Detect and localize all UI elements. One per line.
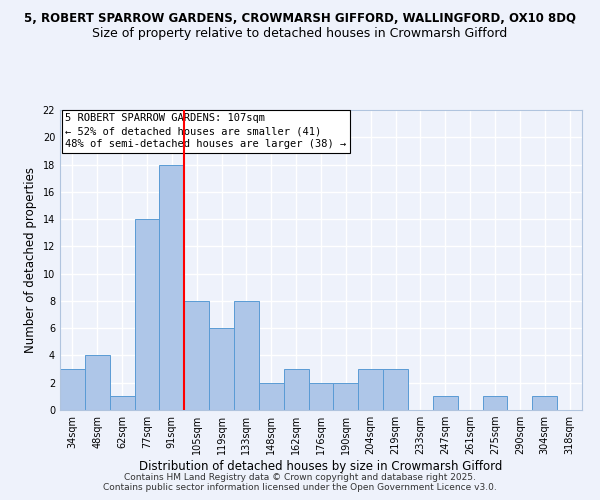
Bar xyxy=(259,382,284,410)
X-axis label: Distribution of detached houses by size in Crowmarsh Gifford: Distribution of detached houses by size … xyxy=(139,460,503,473)
Y-axis label: Number of detached properties: Number of detached properties xyxy=(24,167,37,353)
Bar xyxy=(482,396,508,410)
Bar xyxy=(110,396,134,410)
Bar xyxy=(85,356,110,410)
Bar xyxy=(433,396,458,410)
Bar xyxy=(308,382,334,410)
Bar xyxy=(134,219,160,410)
Bar xyxy=(60,369,85,410)
Bar xyxy=(532,396,557,410)
Text: 5, ROBERT SPARROW GARDENS, CROWMARSH GIFFORD, WALLINGFORD, OX10 8DQ: 5, ROBERT SPARROW GARDENS, CROWMARSH GIF… xyxy=(24,12,576,26)
Bar xyxy=(383,369,408,410)
Bar xyxy=(334,382,358,410)
Text: 5 ROBERT SPARROW GARDENS: 107sqm
← 52% of detached houses are smaller (41)
48% o: 5 ROBERT SPARROW GARDENS: 107sqm ← 52% o… xyxy=(65,113,346,150)
Bar xyxy=(184,301,209,410)
Bar xyxy=(234,301,259,410)
Text: Contains public sector information licensed under the Open Government Licence v3: Contains public sector information licen… xyxy=(103,484,497,492)
Bar xyxy=(160,164,184,410)
Bar xyxy=(209,328,234,410)
Bar xyxy=(284,369,308,410)
Bar xyxy=(358,369,383,410)
Text: Size of property relative to detached houses in Crowmarsh Gifford: Size of property relative to detached ho… xyxy=(92,28,508,40)
Text: Contains HM Land Registry data © Crown copyright and database right 2025.: Contains HM Land Registry data © Crown c… xyxy=(124,474,476,482)
